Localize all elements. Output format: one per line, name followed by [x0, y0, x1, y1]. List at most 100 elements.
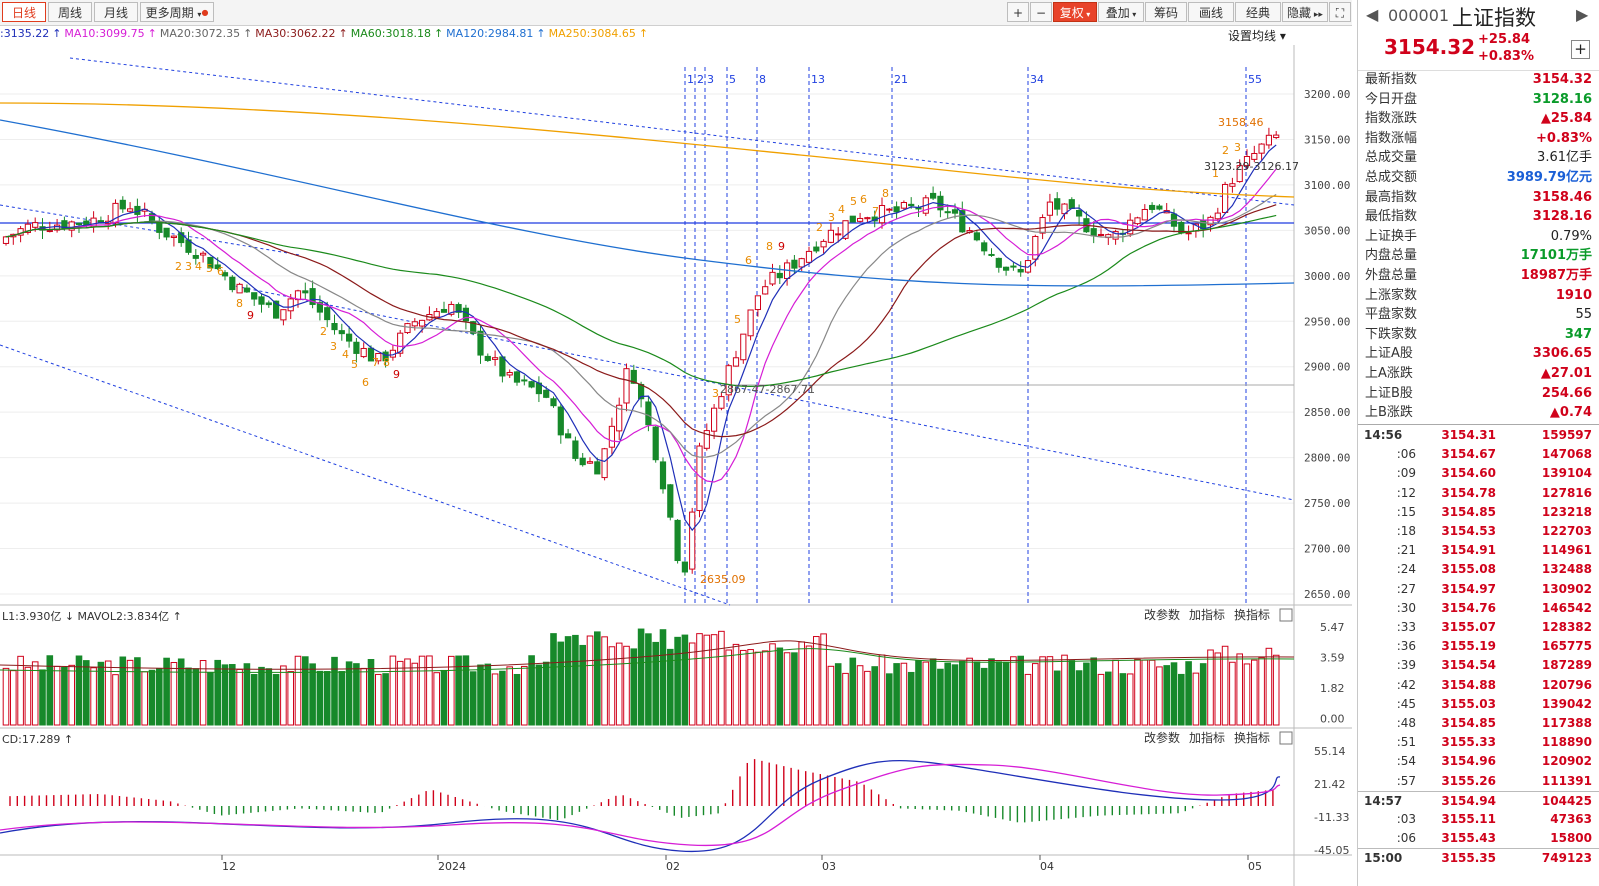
- candle-body: [827, 229, 834, 243]
- volume-bar: [761, 650, 769, 726]
- volume-bar: [1097, 673, 1105, 726]
- td-count-label: 9: [393, 368, 400, 381]
- tab-weekly[interactable]: 周线: [48, 2, 92, 22]
- ma-settings-button[interactable]: 设置均线 ▾: [1228, 29, 1286, 43]
- volume-bar: [199, 660, 207, 726]
- fullscreen-button[interactable]: ⛶: [1329, 2, 1351, 22]
- candle-body: [1090, 228, 1097, 237]
- candle-body: [156, 221, 163, 233]
- candle-body: [820, 240, 827, 248]
- tick-row: :45 3155.03 139042: [1358, 695, 1599, 714]
- tab-more-periods[interactable]: 更多周期 ▾●: [140, 2, 214, 22]
- tick-volume: 165775: [1541, 639, 1592, 654]
- stat-value: 55: [1575, 307, 1592, 323]
- td-count-label: 5: [351, 358, 358, 371]
- candle-body: [1265, 134, 1273, 146]
- macd-panel-button[interactable]: 换指标: [1234, 730, 1270, 745]
- macd-axis-label: -11.33: [1314, 811, 1349, 824]
- volume-bar: [1083, 662, 1090, 726]
- tick-volume: 127816: [1541, 485, 1592, 500]
- volume-bar: [886, 673, 893, 726]
- date-axis-label: 2024: [438, 860, 466, 873]
- tab-monthly[interactable]: 月线: [94, 2, 138, 22]
- prev-stock-arrow-icon[interactable]: ◀: [1366, 5, 1379, 24]
- overlay-label: 叠加: [1105, 6, 1130, 20]
- volume-panel-button[interactable]: 换指标: [1234, 607, 1270, 622]
- tick-volume: 749123: [1541, 851, 1592, 866]
- candle-body: [46, 230, 53, 233]
- candle-body: [1251, 153, 1258, 160]
- next-stock-arrow-icon[interactable]: ▶: [1576, 5, 1589, 24]
- zoom-in-button[interactable]: +: [1007, 2, 1029, 22]
- tick-price: 3155.08: [1441, 562, 1496, 577]
- candle-body: [645, 401, 652, 426]
- volume-bar: [856, 665, 864, 726]
- td-count-label: 3: [1234, 141, 1241, 154]
- tick-price: 3154.78: [1441, 485, 1496, 500]
- volume-bar: [177, 658, 185, 726]
- candle-body: [798, 258, 805, 268]
- tick-volume: 117388: [1541, 716, 1592, 730]
- candle-body: [667, 484, 674, 518]
- stock-code: 000001: [1388, 6, 1450, 25]
- overlay-button[interactable]: 叠加 ▾: [1098, 2, 1144, 22]
- volume-bar: [265, 668, 273, 726]
- volume-bar: [375, 673, 382, 726]
- candle-body: [995, 257, 1002, 268]
- mavol1-line: [0, 640, 1295, 670]
- macd-panel-button[interactable]: 加指标: [1189, 730, 1225, 745]
- hide-button[interactable]: 隐藏 ▸▸: [1282, 2, 1328, 22]
- chips-button[interactable]: 筹码: [1145, 2, 1187, 22]
- tab-daily[interactable]: 日线: [2, 2, 46, 22]
- volume-bar: [732, 643, 740, 726]
- tick-time: :06: [1396, 447, 1416, 462]
- td-count-label: 5: [734, 313, 741, 326]
- close-icon[interactable]: [1279, 731, 1293, 745]
- tick-row: :09 3154.60 139104: [1358, 464, 1599, 483]
- volume-bar: [1053, 670, 1061, 726]
- candle-body: [214, 264, 221, 270]
- volume-bar: [645, 633, 652, 726]
- candle-body: [857, 217, 864, 222]
- stat-label: 最高指数: [1365, 189, 1418, 205]
- stat-label: 上A涨跌: [1365, 366, 1413, 381]
- td-count-label: 3: [330, 340, 337, 353]
- tick-time: 14:57: [1364, 793, 1403, 808]
- draw-line-button[interactable]: 画线: [1188, 2, 1234, 22]
- volume-bar: [331, 656, 338, 726]
- stat-value: ▲27.01: [1540, 366, 1592, 381]
- candle-body: [258, 296, 265, 305]
- ma250-line: [0, 102, 1295, 198]
- tick-row: :39 3154.54 187289: [1358, 656, 1599, 675]
- volume-bar: [272, 674, 280, 726]
- tick-price: 3154.85: [1441, 504, 1496, 519]
- tick-time: :09: [1396, 466, 1416, 481]
- candle-body: [711, 407, 718, 432]
- tick-row: :06 3155.43 15800: [1358, 829, 1599, 848]
- close-icon[interactable]: [1279, 608, 1293, 622]
- candle-body: [900, 201, 907, 209]
- volume-bar: [426, 655, 433, 726]
- stat-value: 3.61亿手: [1537, 150, 1592, 166]
- candle-body: [944, 211, 951, 214]
- stat-value: 3989.79亿元: [1506, 170, 1592, 185]
- volume-bar: [594, 631, 601, 726]
- td-count-label: 6: [217, 265, 224, 278]
- kline-chart[interactable]: 3200.003150.003100.003050.003000.002950.…: [0, 45, 1352, 886]
- volume-panel-button[interactable]: 改参数: [1144, 607, 1180, 622]
- zoom-out-button[interactable]: −: [1030, 2, 1052, 22]
- stats-panel: 最新指数 3154.32 今日开盘 3128.16 指数涨跌 ▲25.84 指数涨幅 +0.8…: [1358, 70, 1599, 424]
- volume-bar: [345, 661, 353, 726]
- add-watchlist-button[interactable]: +: [1571, 40, 1590, 59]
- macd-panel-button[interactable]: 改参数: [1144, 730, 1180, 745]
- volume-bar: [53, 665, 61, 726]
- candle-body: [178, 232, 185, 244]
- stat-label: 上证A股: [1365, 346, 1413, 362]
- volume-bar: [922, 661, 930, 726]
- volume-bar: [681, 634, 689, 726]
- volume-bar: [17, 655, 24, 726]
- restore-rights-button[interactable]: 复权 ▾: [1053, 2, 1097, 22]
- classic-button[interactable]: 经典: [1235, 2, 1281, 22]
- candle-body: [565, 433, 572, 439]
- volume-panel-button[interactable]: 加指标: [1189, 607, 1225, 622]
